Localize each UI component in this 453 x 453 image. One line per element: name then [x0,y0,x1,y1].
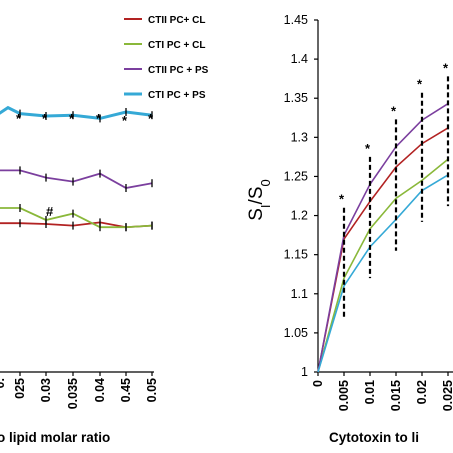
right-series [317,103,449,373]
right-series-line [317,174,449,373]
right-star-annotation: * [365,141,371,156]
right-y-tick-label: 1.3 [291,130,308,144]
right-y-tick-label: 1.05 [284,326,308,340]
right-y-axis-title: SI/S0 [246,179,273,221]
right-y-tick-label: 1.1 [291,287,308,301]
left-series-line [0,207,153,229]
right-x-tick-label: 0.005 [337,380,351,411]
left-x-tick-label: 0.45 [119,378,133,402]
legend-label: CTII PC+ CL [148,15,206,26]
right-x-tick-label: 0 [311,380,325,387]
legend-item: CTI PC + PS [124,90,206,101]
legend-label: CTI PC + PS [148,90,206,101]
right-y-tick-label: 1.35 [284,91,308,105]
right-star-annotation: * [339,192,345,207]
left-hash-annotation: # [46,204,54,219]
legend-item: CTII PC+ CL [124,15,206,26]
left-x-tick-label: 0.05 [145,378,159,402]
left-x-axis-title: o lipid molar ratio [0,430,110,445]
right-y-tick-label: 1 [301,365,308,379]
legend-label: CTI PC + CL [148,40,206,51]
right-star-annotation: * [417,77,423,92]
legend-item: CTI PC + CL [124,40,206,51]
right-star-annotation: * [443,60,449,75]
left-panel: 025 0.03 0.035 0.04 0.45 0.05 0. o lipid molar … [0,15,209,445]
left-x-tick-label: 0.04 [93,378,107,402]
right-series [317,174,449,373]
left-series-line [0,169,153,189]
right-y-tick-label: 1.2 [291,209,308,223]
left-x-tick-label: 0.035 [66,378,80,409]
right-x-tick-label: 0.025 [441,380,453,411]
left-x-tick-label: 025 [13,378,27,399]
right-x-tick-label: 0.015 [389,380,403,411]
left-x-tick-label: 0.03 [39,378,53,402]
left-series [0,105,153,123]
left-star-annotation: * [148,111,154,126]
left-star-annotation: * [122,113,128,128]
right-panel: 1 1.05 1.1 1.15 1.2 1.25 1.3 1.35 1.4 1.45 0 0.005 0… [246,13,453,445]
left-series-line [0,105,153,120]
right-series-line [317,103,449,373]
right-series-line [317,158,449,373]
legend-item: CTII PC + PS [124,65,209,76]
right-star-annotation: * [391,103,397,118]
left-series [0,166,153,192]
left-star-annotation: * [96,111,102,126]
left-series [0,218,153,232]
right-series [317,158,449,373]
legend-label: CTII PC + PS [148,65,209,76]
left-star-annotation: * [42,111,48,126]
right-x-axis-title: Cytotoxin to li [329,430,419,445]
left-x-tick-label: 0. [0,378,7,388]
right-y-tick-label: 1.15 [284,248,308,262]
left-star-annotation: * [69,111,75,126]
right-y-tick-label: 1.4 [291,52,308,66]
right-y-tick-label: 1.25 [284,169,308,183]
left-series [0,204,153,232]
left-star-annotation: * [16,111,22,126]
right-x-tick-label: 0.02 [415,380,429,404]
right-y-tick-label: 1.45 [284,13,308,27]
right-x-tick-label: 0.01 [363,380,377,404]
